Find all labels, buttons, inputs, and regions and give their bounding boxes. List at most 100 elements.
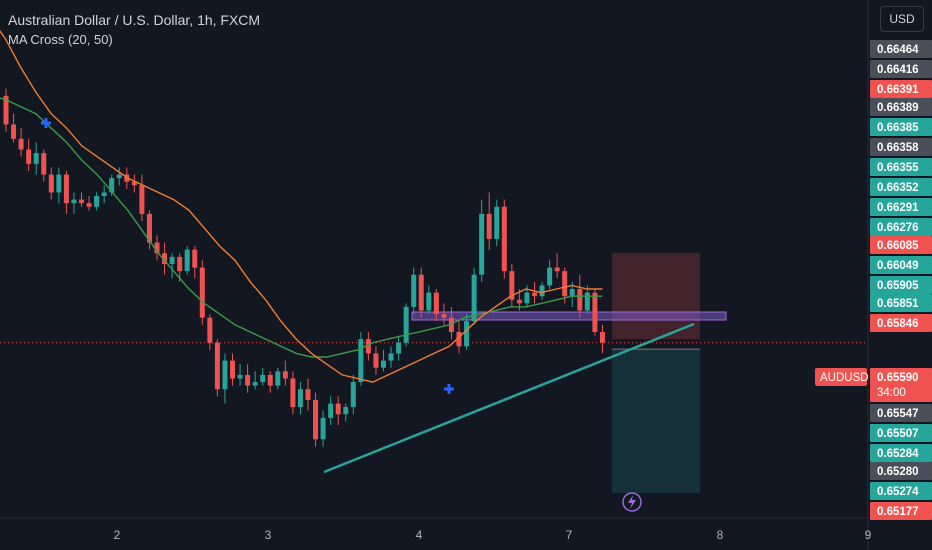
plot-area <box>0 0 868 518</box>
price-label-bg <box>870 444 932 462</box>
candle <box>433 292 439 315</box>
price-label: 0.66355 <box>877 162 919 174</box>
price-label-bg <box>870 502 932 520</box>
candle <box>320 417 326 440</box>
price-label: 0.66385 <box>877 122 919 134</box>
x-tick-label: 7 <box>566 528 573 542</box>
x-tick-label: 3 <box>265 528 272 542</box>
candle <box>116 174 122 179</box>
price-label: 0.66391 <box>877 84 919 96</box>
price-label-bg <box>870 314 932 332</box>
lightning-icon <box>628 495 636 509</box>
candle <box>456 331 462 347</box>
candle <box>101 192 107 197</box>
candle <box>79 199 84 204</box>
ma-cross-marker <box>41 118 51 128</box>
symbol-label: AUDUSD <box>820 372 869 384</box>
candle <box>547 267 553 286</box>
candle <box>577 289 583 311</box>
ma-cross-marker <box>444 384 454 394</box>
price-label: 0.66358 <box>877 142 919 154</box>
price-label-bg <box>870 80 932 98</box>
candle <box>396 342 402 354</box>
candle <box>222 360 228 390</box>
candle <box>275 371 281 386</box>
price-label-bg <box>870 404 932 422</box>
candle <box>441 314 447 318</box>
price-label: 0.66049 <box>877 260 919 272</box>
price-label: 0.65177 <box>877 506 919 518</box>
price-label-bg <box>870 236 932 254</box>
candle <box>56 174 62 193</box>
candle <box>562 271 568 297</box>
price-label: 0.66085 <box>877 240 919 252</box>
price-label: 0.65547 <box>877 408 919 420</box>
candle <box>486 213 492 239</box>
candle <box>418 274 424 311</box>
price-label-bg <box>870 98 932 116</box>
countdown: 34:00 <box>877 387 906 399</box>
trendline <box>323 322 695 474</box>
price-label: 0.65507 <box>877 428 919 440</box>
candle <box>237 374 243 379</box>
ma20-line <box>0 29 603 383</box>
price-label-bg <box>870 158 932 176</box>
price-label-bg <box>870 60 932 78</box>
indicator-label: MA Cross (20, 50) <box>8 32 113 47</box>
chart-legend: Australian Dollar / U.S. Dollar, 1h, FXC… <box>8 10 260 50</box>
x-tick-label: 8 <box>717 528 724 542</box>
ma50-line <box>0 97 603 358</box>
price-label: 0.65846 <box>877 318 919 330</box>
resistance-zone <box>411 311 727 321</box>
candle <box>290 378 296 408</box>
symbol-label-bg <box>815 368 867 386</box>
candle <box>207 317 213 343</box>
candle <box>18 138 24 150</box>
price-label-bg <box>870 138 932 156</box>
price-label: 0.65284 <box>877 448 919 460</box>
candle <box>592 292 598 332</box>
candle <box>305 389 311 400</box>
candle <box>464 321 470 347</box>
currency-button[interactable]: USD <box>880 6 924 32</box>
candle <box>86 203 92 207</box>
price-label: 0.66276 <box>877 222 919 234</box>
current-price-value: 0.65590 <box>877 372 919 384</box>
price-label-bg <box>870 178 932 196</box>
candle <box>448 317 454 332</box>
candle <box>365 339 371 354</box>
candle <box>335 403 341 415</box>
price-label: 0.65851 <box>877 298 919 310</box>
candle <box>501 206 507 272</box>
candles <box>3 88 605 447</box>
price-label: 0.65274 <box>877 486 919 498</box>
candle <box>524 292 530 304</box>
candle <box>260 374 266 383</box>
candle <box>3 95 9 125</box>
price-label: 0.65905 <box>877 280 919 292</box>
price-label-bg <box>870 424 932 442</box>
candle <box>177 256 183 272</box>
risk-zone <box>612 253 700 340</box>
candle <box>199 267 205 318</box>
candle <box>494 206 500 239</box>
candle <box>328 403 334 418</box>
candle <box>245 374 251 386</box>
candle <box>584 292 590 311</box>
candle <box>411 274 417 307</box>
price-label-bg <box>870 276 932 294</box>
chart-title: Australian Dollar / U.S. Dollar, 1h, FXC… <box>8 12 261 28</box>
candle <box>71 199 77 204</box>
candle <box>11 124 17 139</box>
candle <box>131 181 137 186</box>
candle <box>26 149 32 164</box>
price-label-bg <box>870 118 932 136</box>
candle <box>63 174 69 204</box>
candle <box>230 360 235 379</box>
candle <box>569 289 575 297</box>
x-tick-label: 9 <box>865 528 872 542</box>
candle <box>350 382 356 408</box>
price-label: 0.66389 <box>877 102 919 114</box>
price-label-bg <box>870 218 932 236</box>
